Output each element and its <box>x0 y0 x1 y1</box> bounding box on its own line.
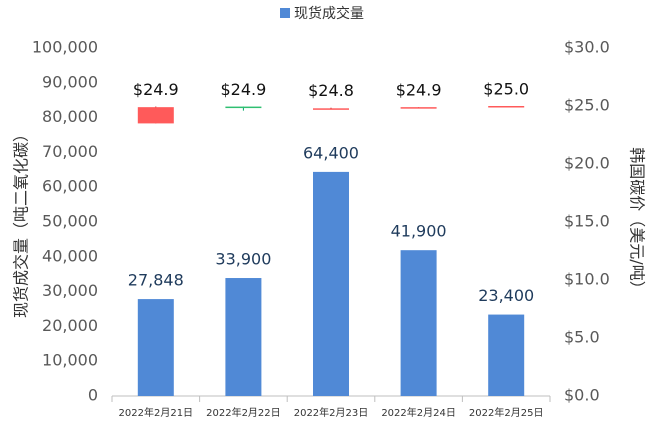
legend-swatch <box>280 8 290 18</box>
x-tick-label: 2022年2月22日 <box>206 406 281 419</box>
y2-tick-label: $0.0 <box>564 386 600 405</box>
y-axis-title: 现货成交量（吨二氧化碳） <box>12 126 31 318</box>
y-tick-label: 50,000 <box>42 212 98 231</box>
candle-label: $24.8 <box>308 81 354 100</box>
bar <box>137 299 174 396</box>
y2-tick-label: $5.0 <box>564 328 600 347</box>
candle-body <box>400 107 437 109</box>
y-tick-label: 90,000 <box>42 72 98 91</box>
candle-label: $25.0 <box>483 80 529 99</box>
y2-tick-label: $20.0 <box>564 154 610 173</box>
y-tick-label: 10,000 <box>42 351 98 370</box>
candle-label: $24.9 <box>133 80 179 99</box>
bar <box>225 278 262 396</box>
bar <box>488 314 525 396</box>
y-tick-label: 20,000 <box>42 316 98 335</box>
x-tick-label: 2022年2月24日 <box>381 406 456 419</box>
bar <box>313 171 349 396</box>
y2-tick-label: $15.0 <box>564 212 610 231</box>
candle-body <box>225 106 262 109</box>
x-tick-label: 2022年2月23日 <box>294 406 369 419</box>
candle-body <box>137 107 174 124</box>
y2-axis-title: 韩国碳价（美元/吨） <box>628 147 647 296</box>
value-label: 64,400 <box>303 143 359 162</box>
value-label: 23,400 <box>478 286 534 305</box>
y-tick-label: 0 <box>88 386 98 405</box>
y-tick-label: 60,000 <box>42 177 98 196</box>
y2-tick-label: $25.0 <box>564 96 610 115</box>
legend-label: 现货成交量 <box>294 5 364 22</box>
y-tick-label: 70,000 <box>42 142 98 161</box>
y-tick-label: 40,000 <box>42 246 98 265</box>
candle-label: $24.9 <box>396 81 442 100</box>
candle-body <box>488 106 525 108</box>
y2-tick-label: $10.0 <box>564 270 610 289</box>
value-label: 41,900 <box>391 222 447 241</box>
value-label: 33,900 <box>215 250 271 269</box>
x-tick-label: 2022年2月21日 <box>119 406 194 419</box>
y-tick-label: 80,000 <box>42 107 98 126</box>
x-tick-label: 2022年2月25日 <box>469 406 544 419</box>
y-tick-label: 30,000 <box>42 281 98 300</box>
candle-body <box>313 108 349 110</box>
bar <box>400 250 437 396</box>
candle-label: $24.9 <box>220 80 266 99</box>
y2-tick-label: $30.0 <box>564 38 610 57</box>
value-label: 27,848 <box>128 271 184 290</box>
y-tick-label: 100,000 <box>32 38 98 57</box>
